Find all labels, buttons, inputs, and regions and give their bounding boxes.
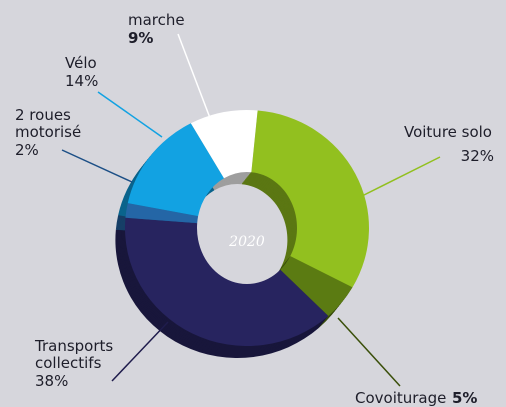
category-label: Voiture solo xyxy=(403,123,492,141)
value-label: 9% xyxy=(128,29,154,47)
category-label: Covoiturage xyxy=(355,389,447,407)
center-label: 2020 xyxy=(228,234,265,250)
value-label: 32% xyxy=(460,147,494,165)
value-label: 14% xyxy=(65,72,99,90)
slice xyxy=(190,109,258,179)
slice xyxy=(125,203,199,224)
leader-line xyxy=(337,317,401,387)
value-label: 5% xyxy=(452,389,478,407)
category-label: Vélo xyxy=(65,54,97,72)
slice xyxy=(251,110,369,288)
category-label: Transports collectifs xyxy=(35,337,114,372)
slice xyxy=(127,123,224,217)
leader-line xyxy=(97,91,163,138)
slice xyxy=(280,256,353,316)
value-label: 38% xyxy=(35,372,69,390)
category-label: marche xyxy=(128,11,185,29)
leader-line xyxy=(111,321,169,382)
value-label: 2% xyxy=(15,141,39,159)
leader-line xyxy=(61,149,133,183)
category-label: 2 roues motorisé xyxy=(15,106,82,141)
slice xyxy=(125,217,329,346)
leader-line xyxy=(359,156,441,198)
leader-line xyxy=(177,33,211,119)
